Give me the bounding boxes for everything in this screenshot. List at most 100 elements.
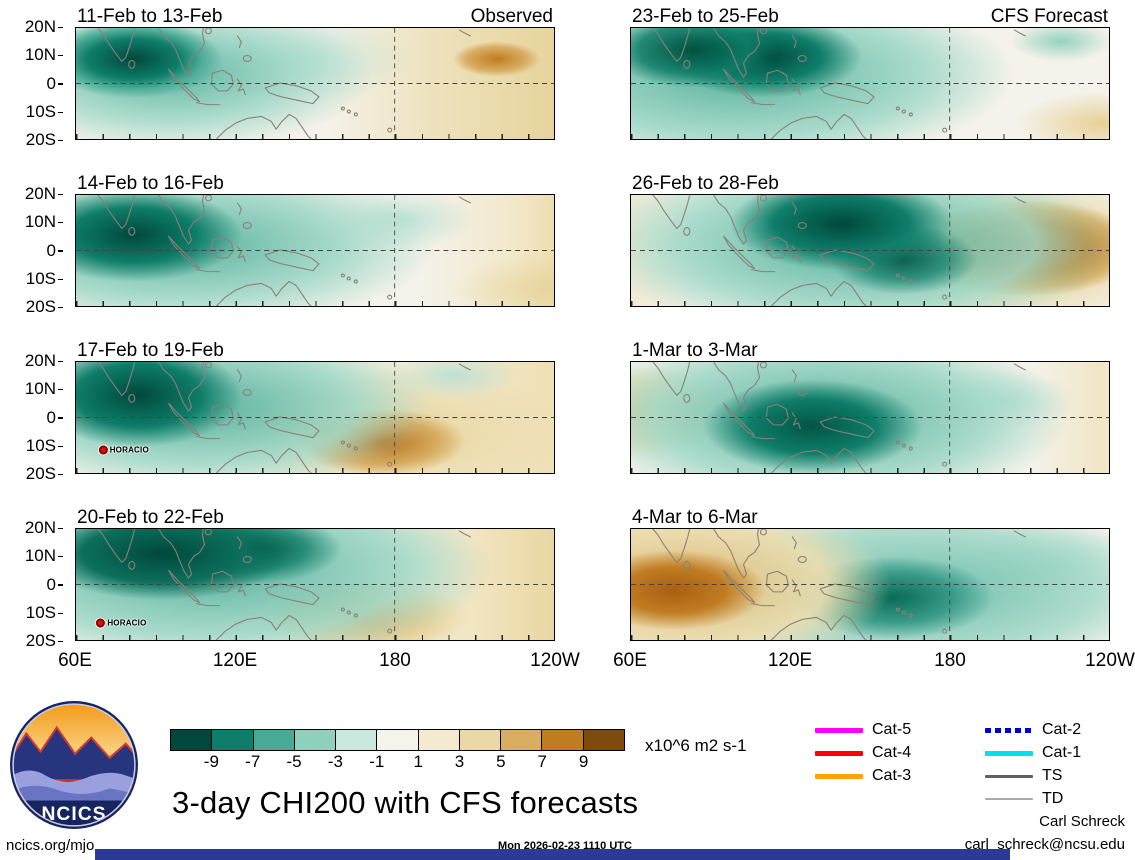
- colorbar-segment: [212, 730, 254, 750]
- legend-label: TD: [1042, 790, 1064, 807]
- coastlines: [76, 362, 554, 473]
- panel-slot-3: 20-Feb to 22-Feb 20N 10N 0 10S 20S HORAC…: [25, 505, 555, 650]
- legend-line-swatch: [985, 750, 1033, 756]
- lat-tick-label: 0: [47, 74, 63, 94]
- credit-email: carl_schreck@ncsu.edu: [964, 836, 1125, 853]
- colorbar-segment: [501, 730, 543, 750]
- map-panel: [75, 194, 555, 307]
- legend-line-swatch: [985, 798, 1033, 800]
- panel-header: 17-Feb to 19-Feb: [75, 338, 555, 361]
- colorbar-segment: [336, 730, 378, 750]
- colorbar-tick-label: -9: [203, 752, 219, 771]
- lat-tick-label: 10N: [25, 45, 63, 65]
- lat-tick-label: 10S: [26, 603, 63, 623]
- colorbar-tick-label: 7: [537, 752, 547, 771]
- column-header-observed: Observed: [470, 6, 553, 27]
- map-panel: [630, 361, 1110, 474]
- column-header-cfs-forecast: CFS Forecast: [990, 6, 1108, 27]
- map-panel: [630, 194, 1110, 307]
- colorbar-segment: [377, 730, 419, 750]
- lon-axis-left: 60E 120E 180 120W: [58, 648, 580, 674]
- lat-axis: 20N 10N 0 10S 20S: [13, 184, 69, 316]
- panel-slot-0: 11-Feb to 13-Feb Observed 20N 10N 0 10S …: [25, 4, 555, 149]
- legend-line-swatch: [985, 774, 1033, 778]
- panel-slot-1: 14-Feb to 16-Feb 20N 10N 0 10S 20S: [25, 171, 555, 316]
- panel-slot-7: 4-Mar to 6-Mar: [630, 505, 1110, 643]
- panel-header: 11-Feb to 13-Feb Observed: [75, 4, 555, 27]
- panel-header: 23-Feb to 25-Feb CFS Forecast: [630, 4, 1110, 27]
- colorbar-segment: [171, 730, 213, 750]
- colorbar-ticks: -9 -7 -5 -3 -1 1 3 5 7 9: [170, 752, 625, 774]
- legend-item: Cat-1: [985, 744, 1082, 761]
- panel-date-range: 26-Feb to 28-Feb: [632, 173, 779, 194]
- lat-tick-label: 0: [47, 241, 63, 261]
- ncics-logo-text: NCICS: [41, 804, 106, 825]
- lat-tick-label: 20N: [25, 184, 63, 204]
- panel-header: 26-Feb to 28-Feb: [630, 171, 1110, 194]
- legend-item: Cat-5: [815, 721, 912, 738]
- storm-marker-horacio: HORACIO: [96, 618, 147, 628]
- lat-axis: 20N 10N 0 10S 20S: [13, 351, 69, 483]
- colorbar-tick-label: 1: [413, 752, 423, 771]
- panel-date-range: 23-Feb to 25-Feb: [632, 6, 779, 27]
- footer-url: ncics.org/mjo: [6, 837, 95, 854]
- colorbar-segment: [542, 730, 584, 750]
- lat-tick-label: 10N: [25, 212, 63, 232]
- hurricane-symbol-icon: [98, 445, 108, 455]
- colorbar-segment: [294, 730, 337, 750]
- coastlines: [631, 195, 1109, 306]
- legend-line-swatch: [815, 773, 863, 779]
- panel-date-range: 1-Mar to 3-Mar: [632, 340, 758, 361]
- lat-tick-label: 0: [47, 575, 63, 595]
- lat-axis: 20N 10N 0 10S 20S: [13, 518, 69, 650]
- lat-tick-label: 20S: [26, 297, 63, 317]
- colorbar-tick-label: -5: [286, 752, 302, 771]
- legend-label: Cat-5: [872, 721, 912, 738]
- coastlines: [631, 28, 1109, 139]
- legend-label: Cat-2: [1042, 721, 1082, 738]
- coastlines: [76, 529, 554, 640]
- colorbar-tick-label: -7: [245, 752, 261, 771]
- storm-name-label: HORACIO: [107, 618, 147, 628]
- lat-tick-label: 20S: [26, 464, 63, 484]
- colorbar-tick-label: 3: [454, 752, 465, 771]
- map-panel: HORACIO: [75, 528, 555, 641]
- lat-tick-label: 0: [47, 408, 63, 428]
- map-panel: [630, 27, 1110, 140]
- storm-marker-horacio: HORACIO: [98, 445, 149, 455]
- panel-header: 4-Mar to 6-Mar: [630, 505, 1110, 528]
- ncics-logo: NCICS: [8, 699, 140, 831]
- storm-name-label: HORACIO: [109, 445, 149, 455]
- colorbar-tick-label: 5: [496, 752, 506, 771]
- panel-date-range: 4-Mar to 6-Mar: [632, 507, 758, 528]
- hurricane-symbol-icon: [96, 618, 106, 628]
- figure-title: 3-day CHI200 with CFS forecasts: [172, 785, 639, 820]
- coastlines: [76, 28, 554, 139]
- panel-date-range: 14-Feb to 16-Feb: [77, 173, 224, 194]
- legend-label: Cat-1: [1042, 744, 1082, 761]
- lat-axis: 20N 10N 0 10S 20S: [13, 17, 69, 149]
- panel-header: 20-Feb to 22-Feb: [75, 505, 555, 528]
- legend-column-1: Cat-5 Cat-4 Cat-3: [815, 721, 912, 784]
- panel-slot-4: 23-Feb to 25-Feb CFS Forecast: [630, 4, 1110, 142]
- lat-tick-label: 10S: [26, 436, 63, 456]
- legend-item: TD: [985, 790, 1081, 807]
- legend-item: Cat-3: [815, 767, 912, 784]
- bottom-blue-bar: [95, 849, 1010, 860]
- colorbar-swatches: [170, 729, 625, 751]
- coastlines: [631, 362, 1109, 473]
- legend-line-swatch: [815, 750, 863, 756]
- colorbar-units-label: x10^6 m2 s-1: [645, 736, 747, 755]
- legend-label: TS: [1042, 767, 1063, 784]
- lat-tick-label: 10N: [25, 379, 63, 399]
- legend-line-swatch: [985, 727, 1033, 733]
- lon-tick-label: 180: [934, 650, 966, 671]
- map-panel: [630, 528, 1110, 641]
- colorbar-segment: [583, 730, 624, 750]
- panel-date-range: 20-Feb to 22-Feb: [77, 507, 224, 528]
- colorbar-tick-label: 9: [578, 752, 589, 771]
- lon-tick-label: 120W: [530, 650, 580, 671]
- panel-header: 14-Feb to 16-Feb: [75, 171, 555, 194]
- legend-label: Cat-3: [872, 767, 912, 784]
- legend-item: TS: [985, 767, 1081, 784]
